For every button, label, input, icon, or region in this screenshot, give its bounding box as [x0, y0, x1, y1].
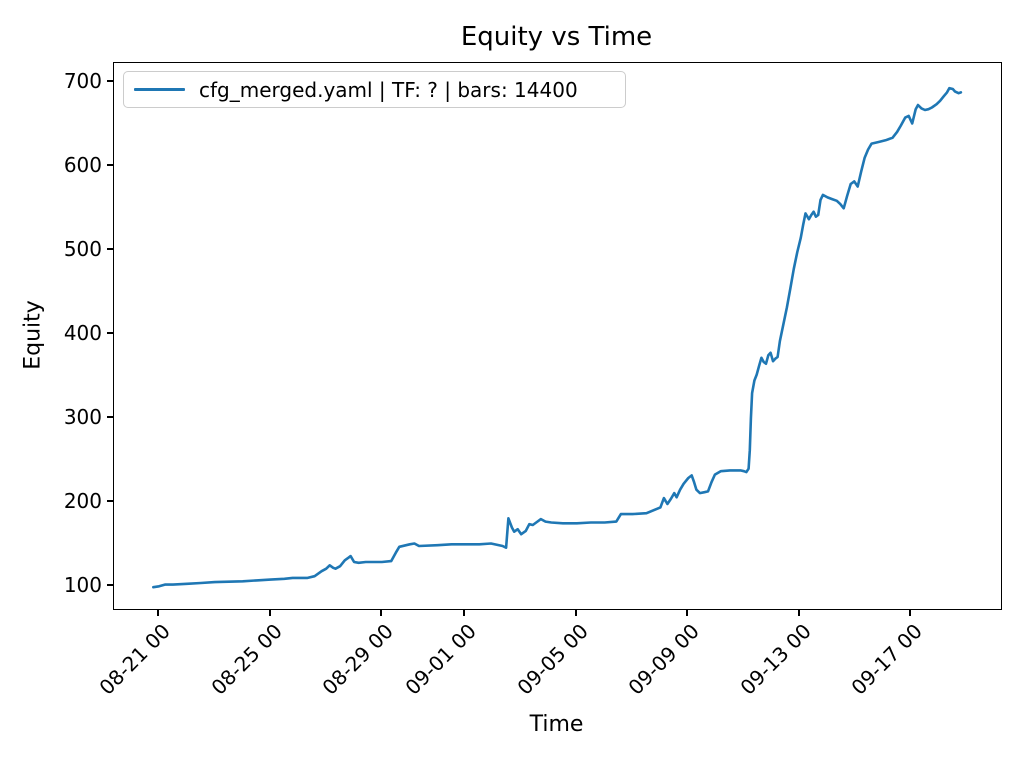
x-tick-mark — [686, 610, 689, 616]
legend-label: cfg_merged.yaml | TF: ? | bars: 14400 — [199, 77, 578, 102]
y-tick-label: 700 — [63, 69, 102, 94]
y-tick-mark — [107, 332, 113, 335]
y-tick-mark — [107, 500, 113, 503]
x-tick-mark — [574, 610, 577, 616]
x-tick-mark — [268, 610, 271, 616]
y-tick-label: 500 — [63, 237, 102, 262]
legend: cfg_merged.yaml | TF: ? | bars: 14400 — [123, 71, 626, 108]
x-axis-label: Time — [529, 712, 584, 737]
y-tick-label: 100 — [63, 573, 102, 598]
y-tick-mark — [107, 584, 113, 587]
x-tick-mark — [463, 610, 466, 616]
equity-curve — [151, 86, 963, 589]
y-tick-label: 200 — [63, 489, 102, 514]
x-tick-mark — [797, 610, 800, 616]
legend-line-sample — [134, 88, 185, 91]
y-tick-label: 400 — [63, 321, 102, 346]
y-tick-mark — [107, 416, 113, 419]
x-tick-mark — [909, 610, 912, 616]
chart-title: Equity vs Time — [460, 22, 653, 52]
x-tick-mark — [157, 610, 160, 616]
y-tick-mark — [107, 248, 113, 251]
equity-line-chart — [151, 86, 963, 589]
y-tick-label: 300 — [63, 405, 102, 430]
y-tick-mark — [107, 164, 113, 167]
y-tick-mark — [107, 80, 113, 83]
x-tick-mark — [379, 610, 382, 616]
plot-area: cfg_merged.yaml | TF: ? | bars: 14400 — [113, 62, 1002, 610]
y-tick-label: 600 — [63, 153, 102, 178]
